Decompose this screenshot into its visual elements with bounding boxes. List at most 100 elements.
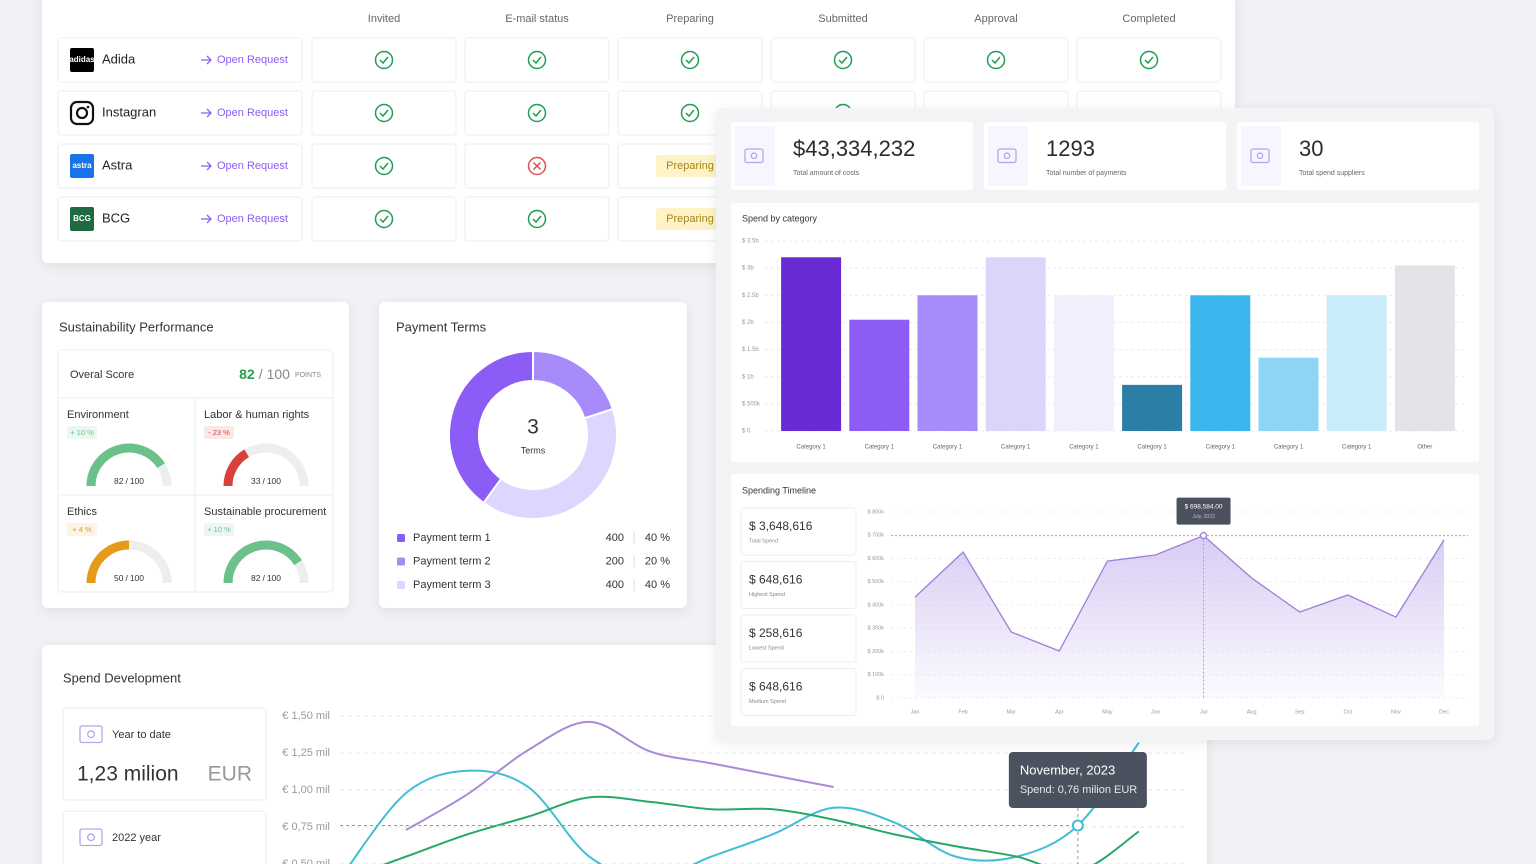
icon <box>1003 152 1011 160</box>
check-icon <box>1139 50 1159 70</box>
status-badge <box>656 208 724 230</box>
company-logo <box>70 48 94 72</box>
stat-label: Medium Spend <box>749 699 786 705</box>
open-request-link[interactable]: Open Request <box>217 107 288 119</box>
line-series <box>382 795 1140 864</box>
check-icon <box>685 56 695 65</box>
card-label: 2022 year <box>112 832 161 844</box>
change-text: + 10 % <box>70 428 94 437</box>
icon <box>744 148 764 164</box>
bar <box>1122 384 1183 431</box>
stat-label: Total Spend <box>749 538 778 544</box>
kpi-card <box>731 122 973 190</box>
kpi-label: Total spend suppliers <box>1299 170 1365 177</box>
y-tick-label: € 0,75 mil <box>282 821 330 833</box>
x-tick-label: Oct <box>1344 709 1353 715</box>
gauge-label: 82/100 <box>251 573 281 583</box>
check-icon <box>991 56 1001 65</box>
pie-slice <box>482 407 618 520</box>
open-request-link[interactable]: Open Request <box>217 213 288 225</box>
x-tick-label: Aug <box>1247 709 1257 715</box>
check-icon <box>680 50 700 70</box>
legend-name: Payment term 1 <box>413 532 491 544</box>
card <box>57 37 303 83</box>
change-badge <box>204 523 234 536</box>
check-icon <box>833 50 853 70</box>
x-tick-label: Dec <box>1439 709 1449 715</box>
bar <box>1190 295 1251 431</box>
chart-title: Spending Timeline <box>742 485 816 495</box>
logo-text: astra <box>72 161 92 170</box>
gauge-score: 82 <box>114 476 124 486</box>
y-tick-label: € 1,50 mil <box>282 710 330 722</box>
gauge-separator: / <box>125 476 128 486</box>
card <box>311 37 457 83</box>
x-tick-label: Category 1 <box>1274 445 1304 451</box>
cross-icon <box>532 161 542 171</box>
tooltip-bg <box>1176 497 1231 525</box>
check-icon <box>1144 56 1154 65</box>
stat-value: $ 648,616 <box>749 573 803 587</box>
legend-name: Payment term 2 <box>413 555 491 567</box>
bar <box>1326 295 1387 431</box>
tooltip-text: Spend: 0,76 milion EUR <box>1020 784 1137 796</box>
check-icon <box>680 103 700 123</box>
bar <box>1258 357 1319 431</box>
icon <box>87 833 95 842</box>
check-icon <box>527 209 547 229</box>
kpi-icon-bg <box>1241 126 1281 186</box>
status-badge-text: Preparing <box>666 160 714 172</box>
line-series <box>405 720 834 831</box>
open-request-link[interactable]: Open Request <box>217 160 288 172</box>
overall-score: 82/100 POINTS <box>239 366 321 382</box>
change-text: - 23 % <box>208 428 230 437</box>
legend-value: 200 <box>606 555 624 567</box>
tooltip-value: $ 698,584.00 <box>1185 503 1223 510</box>
gauge-value <box>223 540 302 584</box>
card <box>923 37 1069 83</box>
kpi-value: $43,334,232 <box>793 136 915 161</box>
x-tick-label: Category 1 <box>933 445 963 451</box>
column-header: Submitted <box>818 13 868 25</box>
check-icon <box>379 215 389 224</box>
icon <box>1250 148 1270 164</box>
arrow-icon <box>201 55 212 65</box>
check-icon <box>532 215 542 224</box>
legend-share: 40 % <box>645 579 670 591</box>
card <box>617 37 763 83</box>
y-tick-label: $ 2b <box>742 320 754 326</box>
icon <box>79 828 103 847</box>
y-tick-label: $ 500k <box>867 579 884 585</box>
score-separator: / <box>259 366 263 382</box>
y-tick-label: $ 0 <box>742 429 751 435</box>
open-request-link[interactable]: Open Request <box>217 54 288 66</box>
x-tick-label: Feb <box>958 709 967 715</box>
change-badge <box>204 426 234 439</box>
kpi-card <box>1237 122 1479 190</box>
logo-text: BCG <box>73 214 91 223</box>
column-header: Preparing <box>666 13 714 25</box>
gauge-value <box>223 449 250 487</box>
metric-name: Sustainable procurement <box>204 506 326 518</box>
y-tick-label: € 1,00 mil <box>282 784 330 796</box>
legend-swatch <box>397 557 405 566</box>
card <box>311 196 457 242</box>
card <box>770 37 916 83</box>
x-tick-label: Category 1 <box>1342 445 1372 451</box>
legend-share: 20 % <box>645 555 670 567</box>
y-tick-label: $ 100k <box>867 672 884 678</box>
x-tick-label: Other <box>1417 445 1432 451</box>
y-tick-label: $ 1b <box>742 374 754 380</box>
card-label: Year to date <box>112 729 171 741</box>
analytics-overlay: $43,334,232 Total amount of costs 1293 Tota… <box>716 108 1494 740</box>
card <box>464 196 610 242</box>
kpi-icon-bg <box>735 126 775 186</box>
x-tick-label: Jul <box>1200 709 1207 715</box>
y-tick-label: $ 200k <box>867 649 884 655</box>
check-icon <box>527 103 547 123</box>
company-name: BCG <box>102 210 130 225</box>
stat-value: $ 258,616 <box>749 626 803 640</box>
check-icon <box>986 50 1006 70</box>
